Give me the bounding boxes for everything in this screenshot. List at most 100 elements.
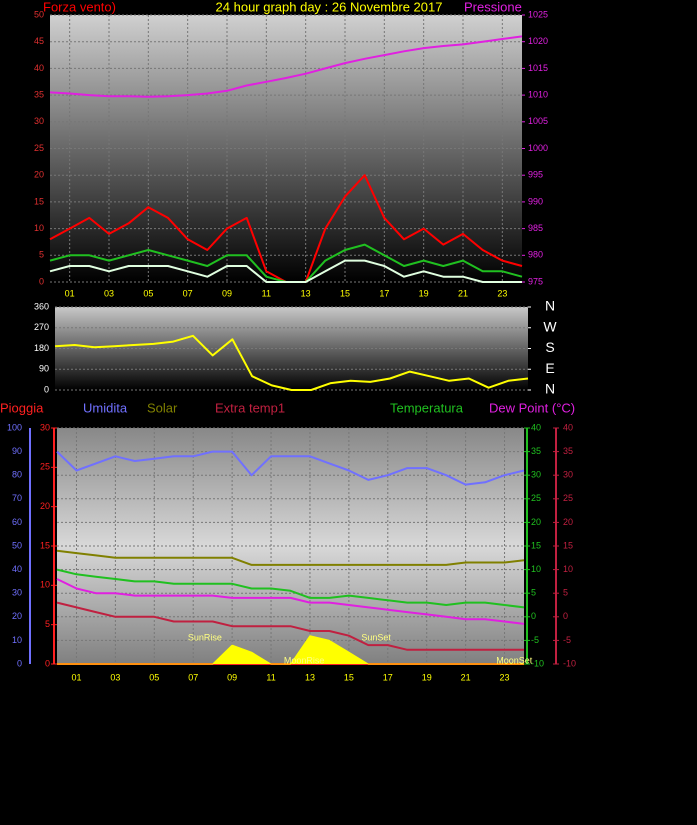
chart-title: 24 hour graph day : 26 Novembre 2017	[216, 0, 443, 14]
x-tick-label: 11	[266, 672, 275, 682]
y-tick-label: 30	[12, 588, 22, 598]
series-line	[56, 549, 525, 566]
y2-tick-label: 0	[531, 611, 536, 621]
x-tick-label: 19	[419, 288, 429, 298]
y4-tick-label: -10	[563, 658, 576, 668]
y3-tick-label: 15	[40, 540, 50, 550]
y2-tick-label: 20	[531, 517, 541, 527]
y-tick-label: 0	[17, 658, 22, 668]
x-tick-label: 07	[188, 672, 198, 682]
y2-tick-label: 990	[528, 196, 543, 206]
series-line	[54, 334, 529, 391]
y2-tick-label: 15	[531, 540, 541, 550]
x-tick-label: 15	[340, 288, 350, 298]
series-line	[56, 601, 524, 651]
annotation: SunRise	[188, 632, 222, 642]
x-tick-label: 13	[305, 672, 315, 682]
legend-entry: Solar	[147, 400, 178, 415]
annotation: MoonSet	[496, 655, 533, 665]
y4-tick-label: 5	[563, 588, 568, 598]
y2-tick-label: 35	[531, 446, 541, 456]
series-line	[56, 568, 525, 609]
y3-tick-label: 10	[40, 580, 50, 590]
y-tick-label: 25	[34, 143, 44, 153]
y-tick-label: 180	[34, 343, 49, 353]
y2-tick-label: 985	[528, 223, 543, 233]
series-line	[56, 450, 525, 486]
y2-tick-label: 25	[531, 493, 541, 503]
y4-tick-label: 10	[563, 564, 573, 574]
y2-tick-label: S	[545, 339, 554, 355]
series-line	[56, 578, 525, 625]
y3-tick-label: 25	[40, 462, 50, 472]
y2-tick-label: 1005	[528, 116, 548, 126]
y2-tick-label: 5	[531, 588, 536, 598]
legend-entry: Forza vento)	[43, 0, 116, 14]
legend-entry: Dew Point (°C)	[489, 400, 575, 415]
y3-tick-label: 20	[40, 501, 50, 511]
x-tick-label: 23	[500, 672, 510, 682]
x-tick-label: 05	[143, 288, 153, 298]
x-tick-label: 01	[65, 288, 75, 298]
y2-tick-label: N	[545, 381, 555, 397]
y4-tick-label: 35	[563, 446, 573, 456]
y-tick-label: 270	[34, 322, 49, 332]
x-tick-label: 05	[149, 672, 159, 682]
legend-entry: Extra temp1	[215, 400, 285, 415]
legend-entry: Pressione	[464, 0, 522, 14]
x-tick-label: 13	[301, 288, 311, 298]
y2-tick-label: 995	[528, 170, 543, 180]
y-tick-label: 35	[34, 89, 44, 99]
y2-tick-label: 1015	[528, 63, 548, 73]
y-tick-label: 80	[12, 470, 22, 480]
y-tick-label: 30	[34, 116, 44, 126]
y2-tick-label: 1010	[528, 89, 548, 99]
y-tick-label: 60	[12, 517, 22, 527]
series-line	[49, 259, 522, 283]
y2-tick-label: 40	[531, 422, 541, 432]
x-tick-label: 03	[104, 288, 114, 298]
annotation: MoonRise	[284, 655, 325, 665]
y-tick-label: 15	[34, 196, 44, 206]
x-tick-label: 11	[262, 288, 271, 298]
x-tick-label: 01	[71, 672, 81, 682]
x-tick-label: 21	[458, 288, 468, 298]
x-tick-label: 19	[422, 672, 432, 682]
y4-tick-label: 0	[563, 611, 568, 621]
y4-tick-label: 40	[563, 422, 573, 432]
y-tick-label: 100	[7, 422, 22, 432]
y-tick-label: 40	[12, 564, 22, 574]
y2-tick-label: 10	[531, 564, 541, 574]
y2-tick-label: W	[543, 318, 557, 334]
x-tick-label: 17	[383, 672, 393, 682]
y2-tick-label: 1025	[528, 9, 548, 19]
y-tick-label: 50	[34, 9, 44, 19]
y4-tick-label: 15	[563, 540, 573, 550]
series-line	[49, 35, 523, 98]
y2-tick-label: N	[545, 298, 555, 314]
y2-tick-label: -5	[531, 635, 539, 645]
y3-tick-label: 30	[40, 422, 50, 432]
x-tick-label: 09	[227, 672, 237, 682]
x-tick-label: 09	[222, 288, 232, 298]
x-tick-label: 03	[110, 672, 120, 682]
y-tick-label: 70	[12, 493, 22, 503]
legend-entry: Umidita	[83, 400, 128, 415]
y4-tick-label: 20	[563, 517, 573, 527]
y-tick-label: 10	[12, 635, 22, 645]
y-tick-label: 10	[34, 223, 44, 233]
legend-entry: Temperatura	[390, 400, 464, 415]
y-tick-label: 20	[34, 170, 44, 180]
y-tick-label: 90	[39, 364, 49, 374]
y-tick-label: 0	[39, 276, 44, 286]
legend-entry: Pioggia	[0, 400, 44, 415]
y-tick-label: 360	[34, 301, 49, 311]
y-tick-label: 40	[34, 63, 44, 73]
y-tick-label: 50	[12, 540, 22, 550]
y2-tick-label: 975	[528, 276, 543, 286]
y2-tick-label: -10	[531, 658, 544, 668]
y-tick-label: 20	[12, 611, 22, 621]
x-tick-label: 15	[344, 672, 354, 682]
y3-tick-label: 5	[45, 619, 50, 629]
